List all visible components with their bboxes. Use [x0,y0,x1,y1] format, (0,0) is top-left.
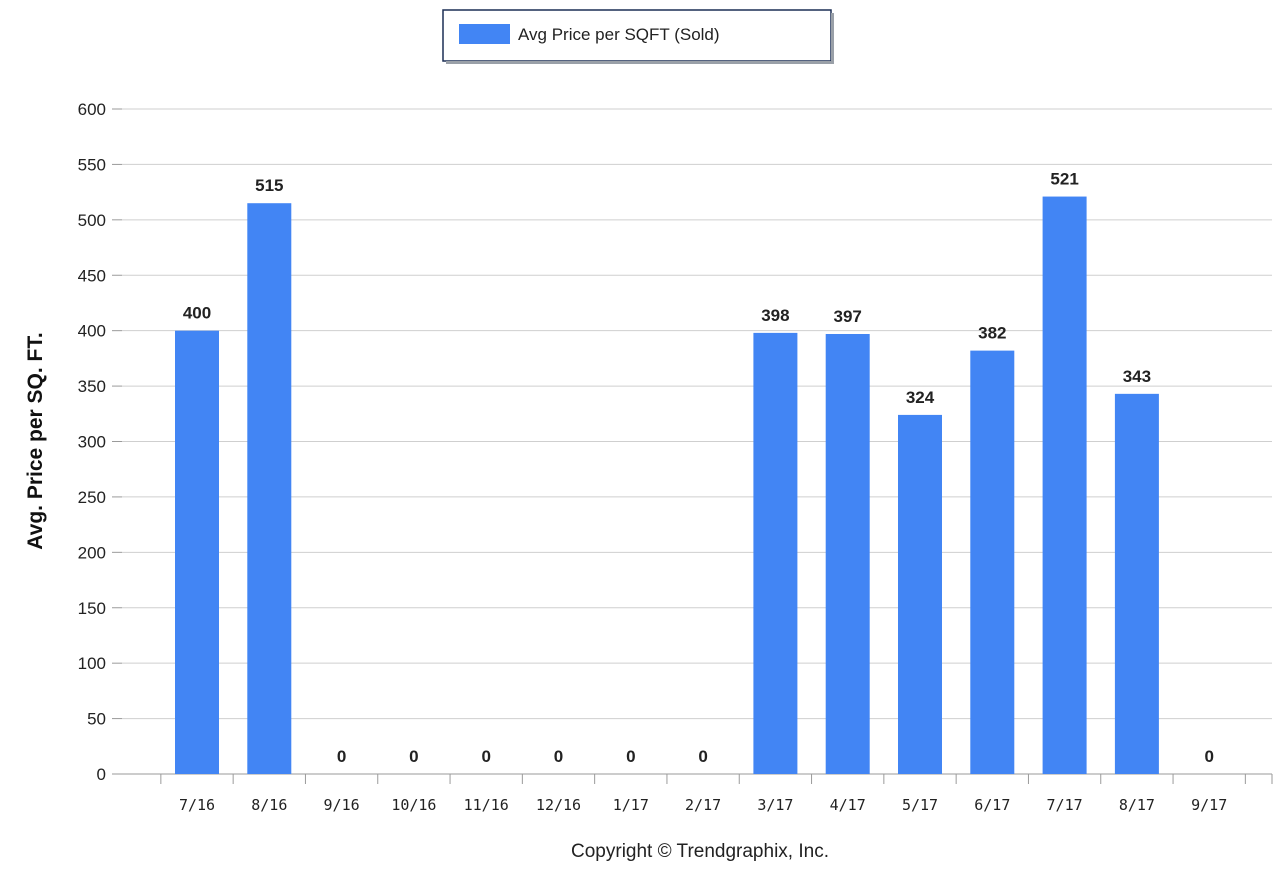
x-tick-label: 1/17 [613,796,649,814]
x-tick-label: 6/17 [974,796,1010,814]
x-tick-label: 11/16 [464,796,509,814]
y-tick-label: 350 [78,377,106,396]
y-tick-label: 300 [78,433,106,452]
data-label: 0 [1204,747,1213,766]
x-tick-label: 9/16 [324,796,360,814]
legend[interactable]: Avg Price per SQFT (Sold) [443,10,834,64]
data-label: 0 [554,747,563,766]
y-tick-label: 100 [78,654,106,673]
y-tick-label: 400 [78,322,106,341]
bar-8-16[interactable] [247,203,291,774]
data-label: 343 [1123,367,1151,386]
x-tick-label: 12/16 [536,796,581,814]
x-tick-label: 2/17 [685,796,721,814]
bar-5-17[interactable] [898,415,942,774]
data-label: 397 [834,307,862,326]
x-axis-ticks: 7/16 8/16 9/16 10/16 11/16 12/16 1/17 2/17 3/17 4… [179,796,1227,814]
legend-label: Avg Price per SQFT (Sold) [518,25,720,44]
y-axis-ticks: 0 50 100 150 200 250 300 350 400 450 500 550 600 [78,100,122,784]
data-label: 0 [698,747,707,766]
data-label: 0 [337,747,346,766]
y-tick-label: 200 [78,543,106,562]
x-tick-label: 3/17 [757,796,793,814]
bar-8-17[interactable] [1115,394,1159,774]
data-label: 324 [906,388,935,407]
data-label: 0 [481,747,490,766]
gridlines [122,109,1272,719]
bar-6-17[interactable] [970,351,1014,774]
y-tick-label: 500 [78,211,106,230]
data-label: 382 [978,324,1006,343]
data-label: 0 [409,747,418,766]
bar-7-16[interactable] [175,331,219,774]
bar-4-17[interactable] [826,334,870,774]
x-tick-label: 4/17 [830,796,866,814]
x-tick-label: 8/16 [251,796,287,814]
y-tick-label: 250 [78,488,106,507]
copyright-footer: Copyright © Trendgraphix, Inc. [571,841,829,862]
y-tick-label: 600 [78,100,106,119]
x-tick-label: 7/16 [179,796,215,814]
bar-7-17[interactable] [1043,197,1087,774]
data-label: 0 [626,747,635,766]
y-tick-label: 550 [78,155,106,174]
bars [175,197,1159,774]
x-tick-label: 5/17 [902,796,938,814]
data-label: 398 [761,306,789,325]
legend-box-shadow [831,13,834,63]
data-label: 515 [255,176,283,195]
x-tick-label: 8/17 [1119,796,1155,814]
y-tick-label: 0 [97,765,106,784]
data-label: 400 [183,304,211,323]
x-axis [122,774,1272,784]
data-label: 521 [1050,170,1078,189]
legend-swatch [459,24,510,44]
y-tick-label: 50 [87,710,106,729]
x-tick-label: 10/16 [391,796,436,814]
y-tick-label: 450 [78,266,106,285]
x-tick-label: 9/17 [1191,796,1227,814]
bar-3-17[interactable] [753,333,797,774]
x-tick-label: 7/17 [1047,796,1083,814]
y-axis-label: Avg. Price per SQ. FT. [24,332,47,549]
y-tick-label: 150 [78,599,106,618]
legend-box-shadow-bottom [446,61,834,64]
